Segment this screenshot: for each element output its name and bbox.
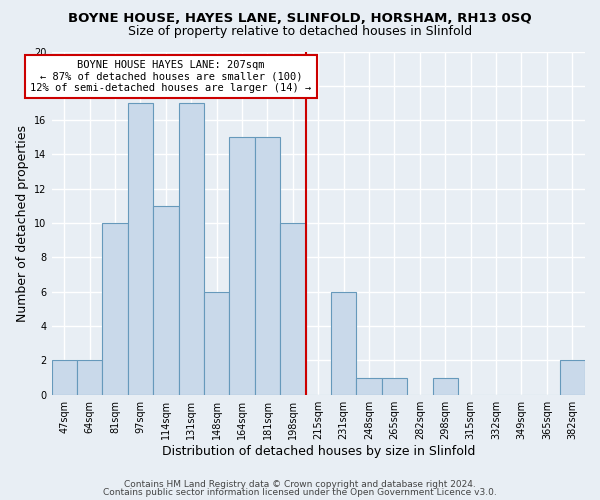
Bar (356, 378, 382, 394)
Bar (331, 292, 356, 395)
Bar (179, 103, 204, 395)
Bar (280, 223, 305, 394)
Bar (382, 378, 407, 394)
Bar (560, 360, 585, 394)
Y-axis label: Number of detached properties: Number of detached properties (16, 124, 29, 322)
Bar (229, 138, 255, 394)
Text: BOYNE HOUSE, HAYES LANE, SLINFOLD, HORSHAM, RH13 0SQ: BOYNE HOUSE, HAYES LANE, SLINFOLD, HORSH… (68, 12, 532, 26)
Bar (77, 360, 103, 394)
Text: Contains public sector information licensed under the Open Government Licence v3: Contains public sector information licen… (103, 488, 497, 497)
Bar (204, 292, 229, 395)
Bar (255, 138, 280, 394)
X-axis label: Distribution of detached houses by size in Slinfold: Distribution of detached houses by size … (161, 444, 475, 458)
Text: BOYNE HOUSE HAYES LANE: 207sqm
← 87% of detached houses are smaller (100)
12% of: BOYNE HOUSE HAYES LANE: 207sqm ← 87% of … (31, 60, 311, 94)
Bar (128, 103, 153, 395)
Bar (52, 360, 77, 394)
Text: Contains HM Land Registry data © Crown copyright and database right 2024.: Contains HM Land Registry data © Crown c… (124, 480, 476, 489)
Text: Size of property relative to detached houses in Slinfold: Size of property relative to detached ho… (128, 25, 472, 38)
Bar (103, 223, 128, 394)
Bar (153, 206, 179, 394)
Bar (433, 378, 458, 394)
